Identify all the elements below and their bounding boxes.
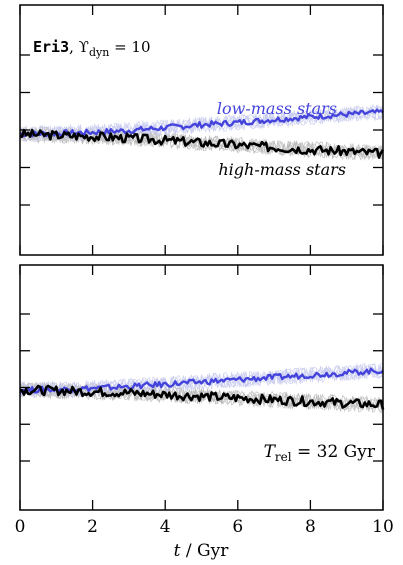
bottom-annotation-text: T <box>264 442 277 462</box>
x-axis-var: t <box>174 541 181 561</box>
high-mass-label: high-mass stars <box>218 160 346 179</box>
top-annotation-sub: dyn <box>89 46 109 59</box>
x-tick-label: 6 <box>232 517 243 537</box>
bottom-annotation-sub: rel <box>275 450 292 464</box>
bottom-high-mass-series <box>19 384 385 410</box>
top-high-mass-series <box>19 128 385 159</box>
x-axis-label: t / Gyr <box>174 541 230 561</box>
x-tick-labels: 0 2 4 6 8 10 <box>15 517 394 537</box>
top-panel: Eri3, ϒdyn = 10 low-mass stars high-mass… <box>19 4 385 256</box>
top-ticks <box>19 5 384 255</box>
top-annotation-text: , ϒ <box>69 38 89 56</box>
x-tick-label: 4 <box>160 517 171 537</box>
bottom-annotation: Trel = 32 Gyr <box>264 442 376 464</box>
background-run-line <box>19 103 384 142</box>
bottom-annotation-suffix: = 32 Gyr <box>292 442 376 462</box>
background-run-line <box>19 363 384 398</box>
background-run-line <box>19 365 384 399</box>
bottom-panel: Trel = 32 Gyr <box>19 264 385 511</box>
x-tick-label: 2 <box>87 517 98 537</box>
low-mass-label: low-mass stars <box>217 99 337 118</box>
x-tick-label: 0 <box>15 517 26 537</box>
top-annotation-suffix: = 10 <box>109 38 150 56</box>
top-annotation: Eri3, ϒdyn = 10 <box>33 38 151 59</box>
x-axis-unit: / Gyr <box>180 541 229 561</box>
x-tick-label: 10 <box>372 517 394 537</box>
top-annotation-prefix: Eri3 <box>33 38 69 56</box>
top-low-mass-series <box>19 108 384 138</box>
x-tick-label: 8 <box>305 517 316 537</box>
bottom-ticks <box>19 265 384 510</box>
